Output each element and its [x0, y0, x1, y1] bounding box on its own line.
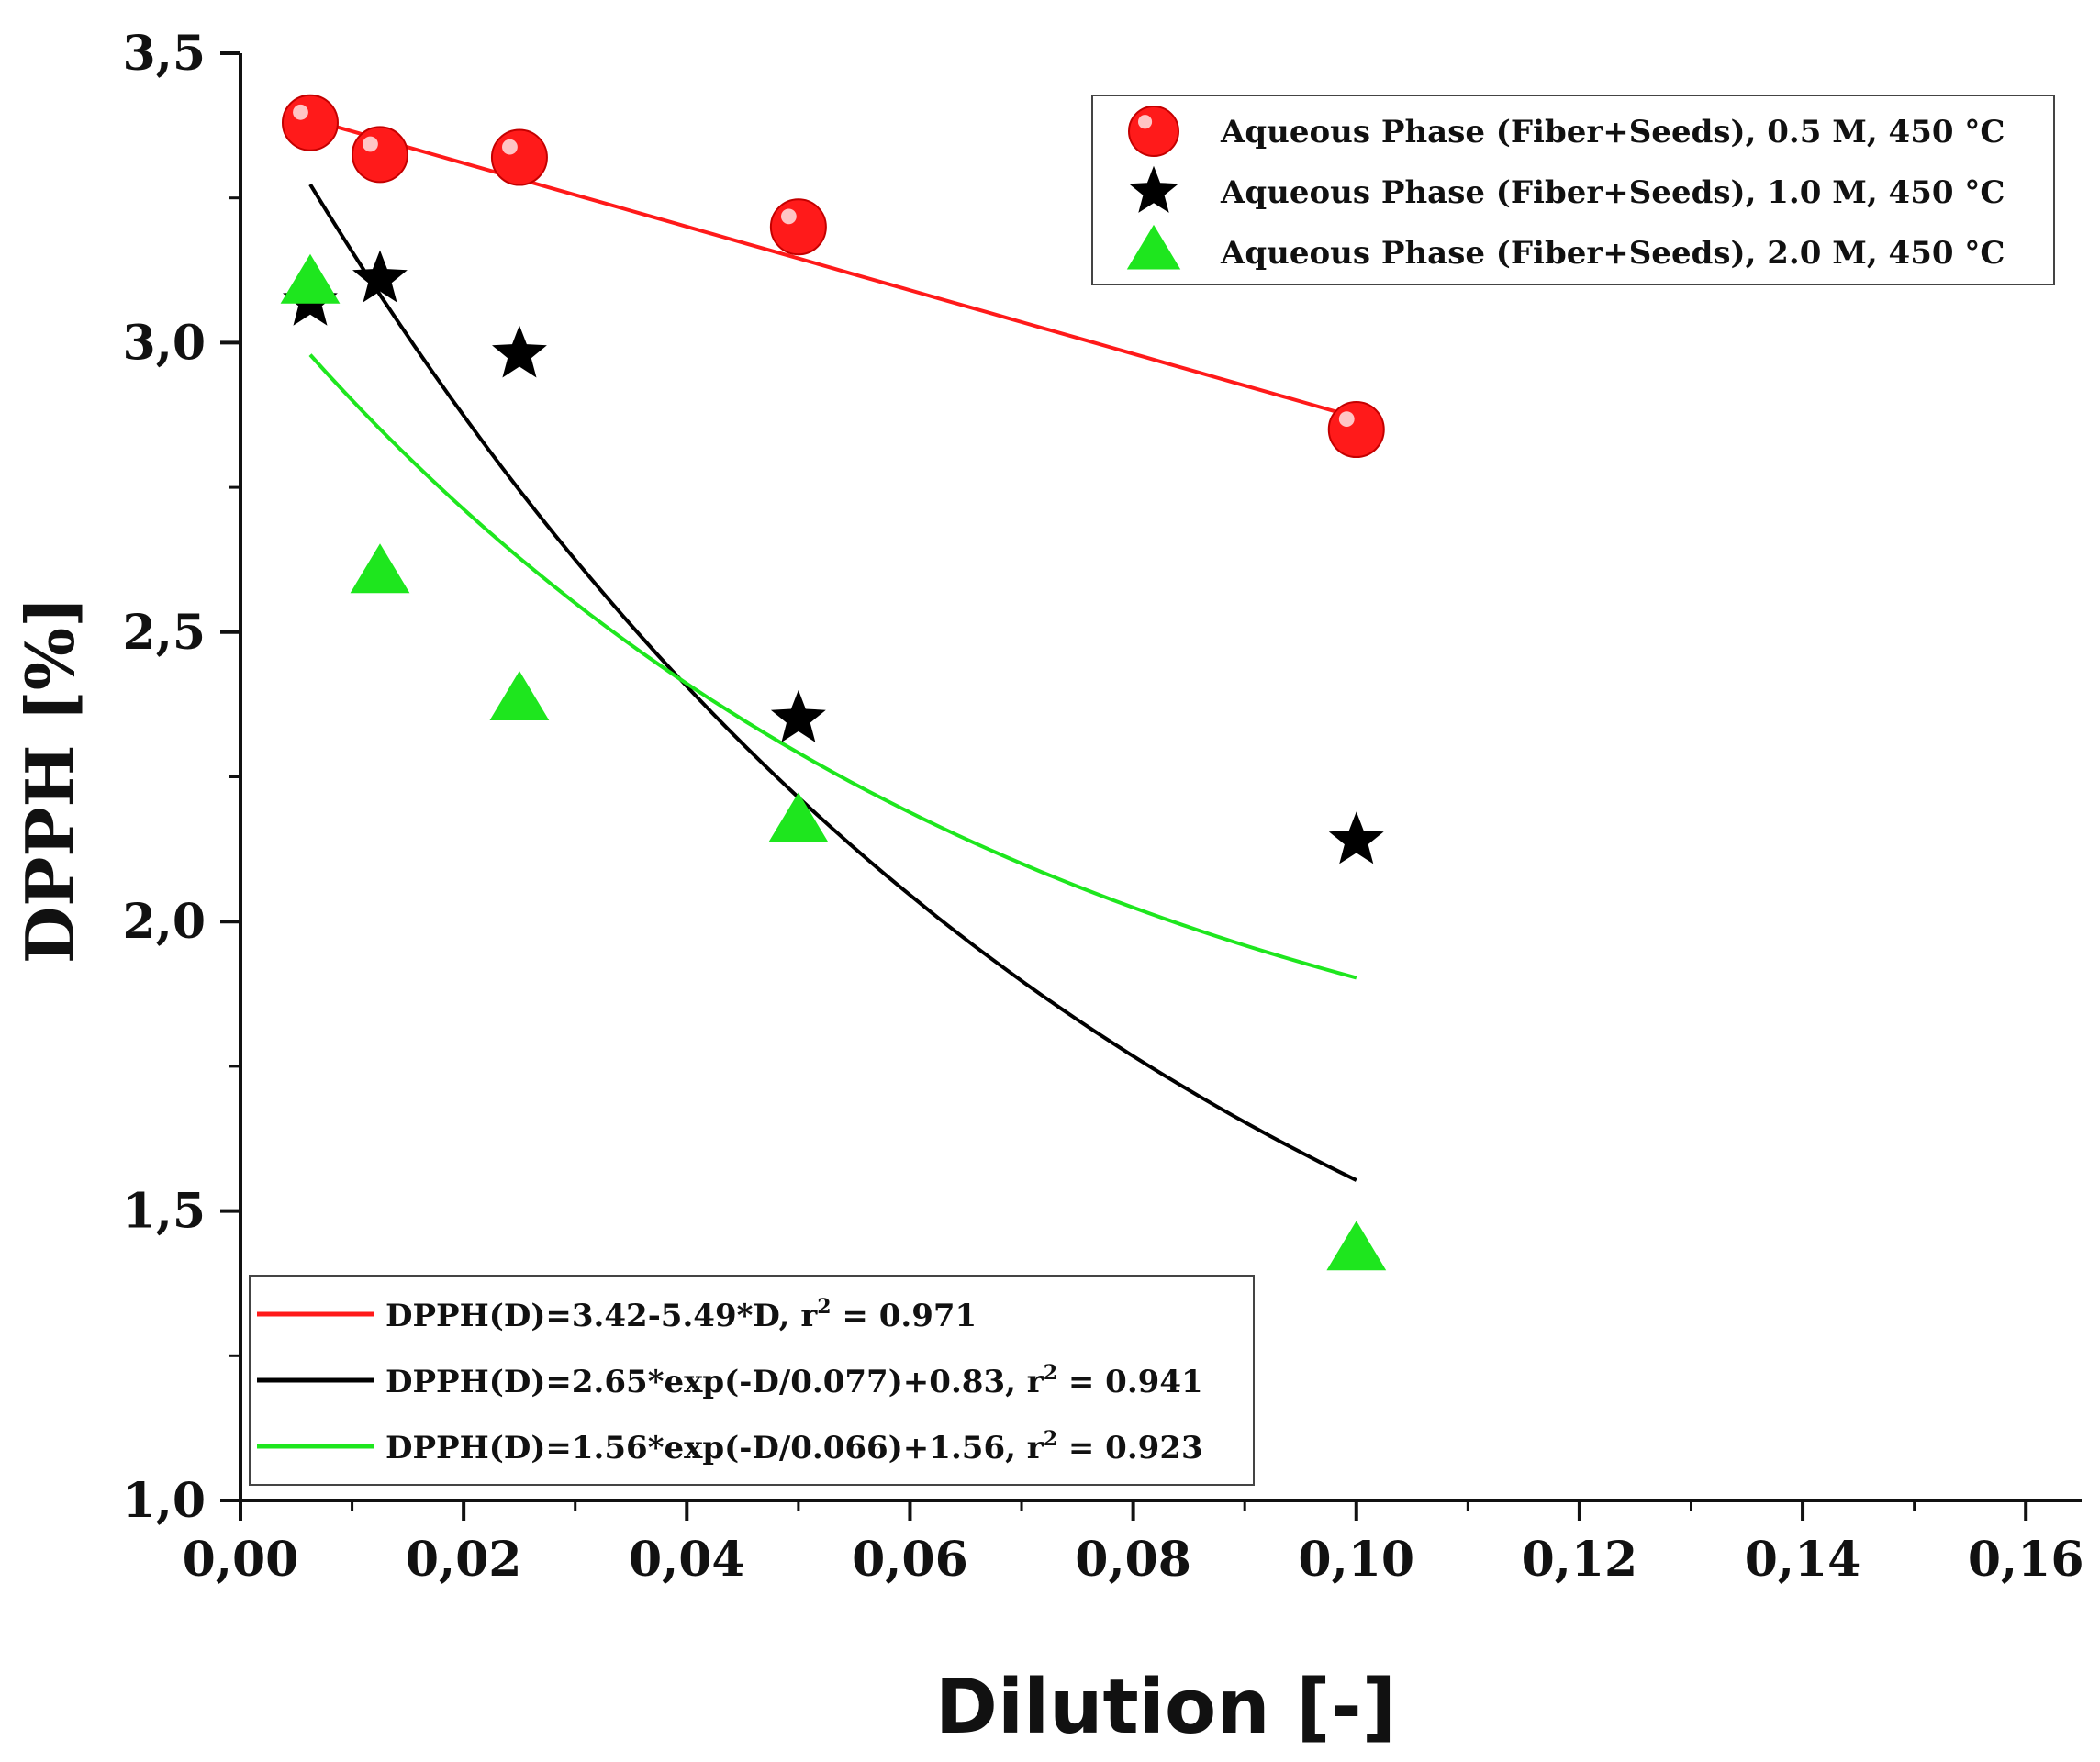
x-tick-label: 0,16	[1968, 1532, 2084, 1588]
legend-fit-label: DPPH(D)=1.56*exp(-D/0.066)+1.56, r2 = 0.…	[385, 1427, 1203, 1466]
circle-marker	[769, 198, 827, 256]
legend-fit-r2: = 0.923	[1057, 1430, 1203, 1466]
circle-marker	[281, 94, 339, 151]
circle-marker-highlight	[1338, 411, 1355, 428]
y-tick-label: 3,5	[123, 26, 206, 82]
legend-fit-r2: = 0.971	[832, 1298, 977, 1334]
x-tick-label: 0,08	[1075, 1532, 1191, 1588]
legend-fit-superscript: 2	[1044, 1361, 1057, 1385]
circle-marker	[490, 128, 548, 186]
circle-marker	[1128, 106, 1179, 157]
legend-fit-equation: DPPH(D)=3.42-5.49*D, r	[385, 1298, 818, 1334]
x-tick-label: 0,14	[1745, 1532, 1861, 1588]
fit-curve	[308, 353, 1357, 980]
star-marker	[1129, 165, 1178, 213]
circle-marker-highlight	[293, 104, 308, 120]
x-tick-label: 0,02	[406, 1532, 522, 1588]
x-axis-title: Dilution [-]	[935, 1664, 1396, 1751]
x-tick-label: 0,04	[629, 1532, 745, 1588]
circle-marker-body	[490, 128, 548, 186]
legend-marker-label: Aqueous Phase (Fiber+Seeds), 1.0 M, 450 …	[1220, 174, 2005, 211]
circle-marker-body	[1327, 401, 1385, 459]
fit-curve	[309, 117, 1357, 419]
fit-curve	[308, 183, 1357, 1182]
y-tick-label: 2,5	[123, 605, 206, 661]
star-marker	[492, 325, 547, 378]
triangle-marker	[280, 253, 341, 304]
star-marker	[352, 250, 408, 303]
circle-marker-body	[351, 126, 408, 184]
x-tick-label: 0,00	[183, 1532, 299, 1588]
data-points	[280, 94, 1387, 1271]
legend-marker-label: Aqueous Phase (Fiber+Seeds), 0.5 M, 450 …	[1220, 114, 2005, 151]
circle-marker	[1327, 401, 1385, 459]
star-marker	[770, 689, 826, 742]
x-tick-label: 0,10	[1298, 1532, 1414, 1588]
legend-fits: DPPH(D)=3.42-5.49*D, r2 = 0.971DPPH(D)=2…	[249, 1275, 1255, 1486]
circle-marker-body	[769, 198, 827, 256]
circle-marker-highlight	[502, 139, 518, 155]
legend-markers-box	[1091, 95, 2055, 285]
y-tick-label: 1,0	[123, 1473, 206, 1529]
circle-marker-highlight	[363, 136, 378, 152]
triangle-marker	[350, 543, 410, 594]
fit-lines	[308, 117, 1357, 1182]
circle-marker-highlight	[780, 208, 797, 225]
axes: 0,00 0,02 0,04 0,06 0,08 0,10 0,12 0,14 0,16 1,0 1…	[123, 26, 2084, 1588]
circle-marker-body	[1128, 106, 1179, 157]
triangle-marker	[1126, 224, 1181, 270]
circle-marker	[351, 126, 408, 184]
y-tick-label: 1,5	[123, 1184, 206, 1240]
triangle-marker	[489, 671, 550, 720]
legend-fits-box	[249, 1275, 1255, 1486]
legend-fit-equation: DPPH(D)=2.65*exp(-D/0.077)+0.83, r	[385, 1364, 1044, 1400]
legend-fit-r2: = 0.941	[1057, 1364, 1203, 1400]
legend-fit-label: DPPH(D)=2.65*exp(-D/0.077)+0.83, r2 = 0.…	[385, 1361, 1203, 1400]
circle-marker-body	[281, 94, 339, 151]
legend-markers: Aqueous Phase (Fiber+Seeds), 0.5 M, 450 …	[1091, 95, 2055, 285]
y-tick-label: 2,0	[123, 894, 206, 950]
x-tick-label: 0,12	[1522, 1532, 1638, 1588]
x-tick-label: 0,06	[852, 1532, 968, 1588]
legend-fit-superscript: 2	[817, 1295, 831, 1319]
legend-fit-superscript: 2	[1044, 1427, 1057, 1451]
triangle-marker	[768, 792, 829, 842]
y-tick-label: 3,0	[123, 315, 206, 371]
legend-marker-label: Aqueous Phase (Fiber+Seeds), 2.0 M, 450 …	[1220, 235, 2005, 272]
star-marker	[1328, 811, 1384, 864]
circle-marker-highlight	[1137, 115, 1153, 129]
legend-fit-equation: DPPH(D)=1.56*exp(-D/0.066)+1.56, r	[385, 1430, 1044, 1466]
legend-fit-label: DPPH(D)=3.42-5.49*D, r2 = 0.971	[385, 1295, 977, 1334]
y-axis-title: DPPH [%]	[11, 597, 89, 964]
triangle-marker	[1326, 1221, 1387, 1271]
